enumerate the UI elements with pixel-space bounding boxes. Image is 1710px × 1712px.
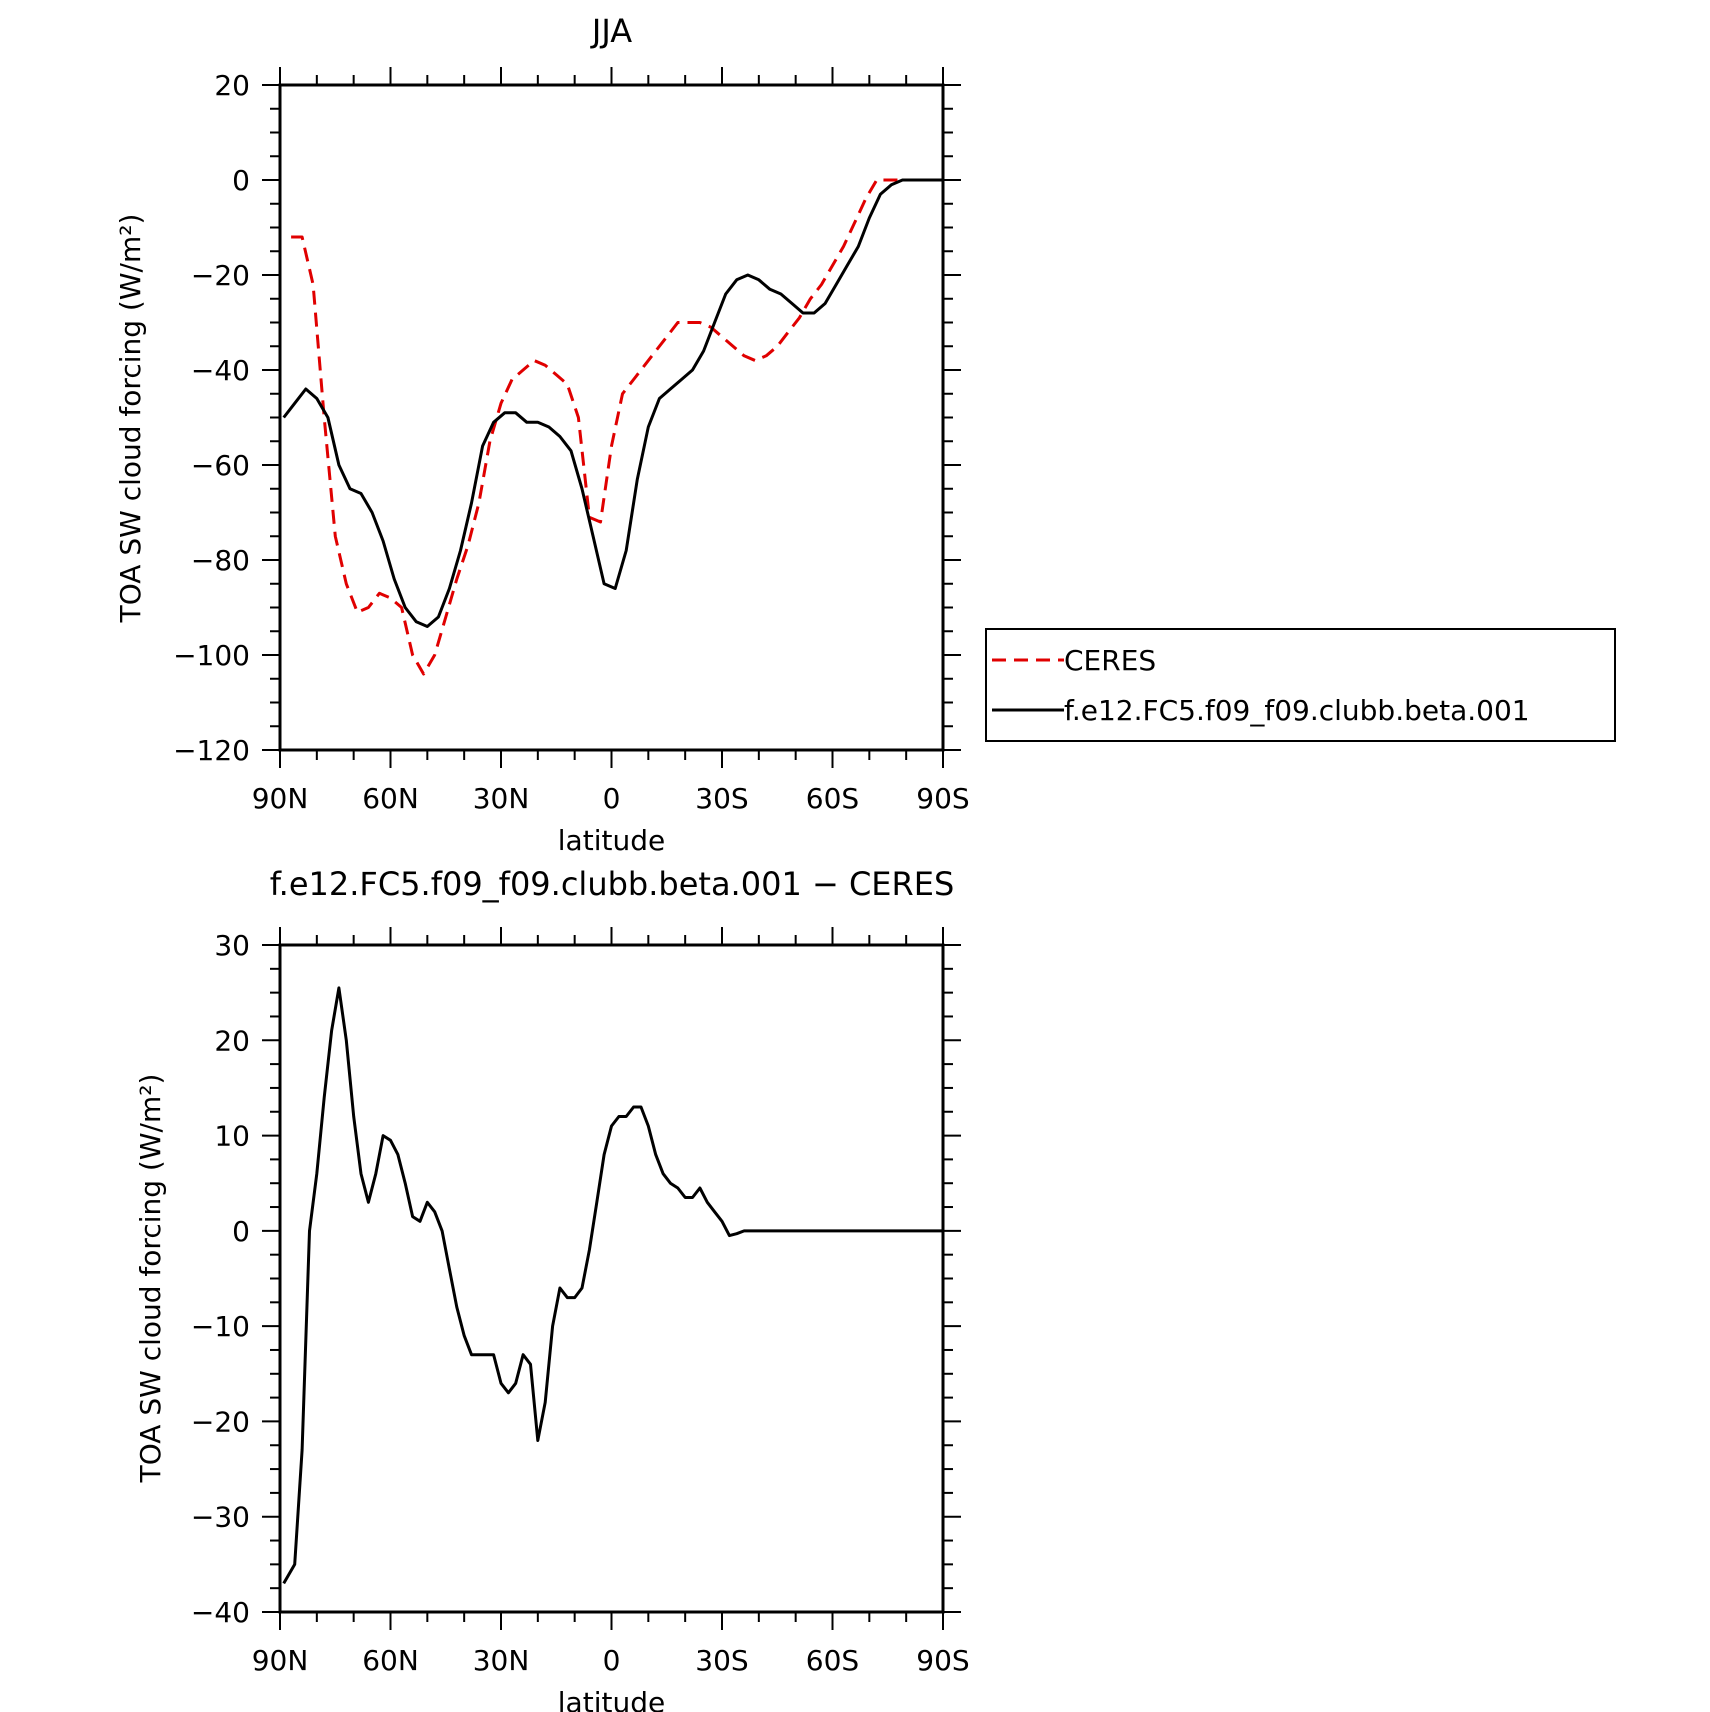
x-tick-label: 60N [362, 1644, 419, 1677]
legend-box [985, 628, 1616, 742]
y-tick-label: −40 [191, 354, 250, 387]
y-tick-label: −20 [191, 1405, 250, 1438]
y-tick-label: −10 [191, 1310, 250, 1343]
y-tick-label: −60 [191, 449, 250, 482]
x-tick-label: 60S [806, 1644, 859, 1677]
y-axis-title: TOA SW cloud forcing (W/m²) [114, 214, 147, 624]
x-tick-label: 60N [362, 782, 419, 815]
y-tick-label: 10 [214, 1120, 250, 1153]
y-tick-label: 0 [232, 1215, 250, 1248]
legend-label: f.e12.FC5.f09_f09.clubb.beta.001 [1064, 694, 1530, 727]
series-line-ceres [291, 178, 943, 676]
x-axis-title: latitude [558, 1686, 665, 1712]
x-tick-label: 0 [603, 782, 621, 815]
chart-title: JJA [590, 12, 632, 50]
y-tick-label: 0 [232, 164, 250, 197]
plot-frame [278, 83, 945, 752]
x-tick-label: 0 [603, 1644, 621, 1677]
x-tick-label: 30N [473, 1644, 530, 1677]
series-line-f-e12-fc5-f09-f09-clubb-beta-001 [282, 178, 943, 628]
panel-difference: f.e12.FC5.f09_f09.clubb.beta.001 − CERES… [134, 865, 970, 1712]
x-tick-label: 60S [806, 782, 859, 815]
y-tick-label: 30 [214, 929, 250, 962]
chart-title: f.e12.FC5.f09_f09.clubb.beta.001 − CERES [270, 865, 955, 903]
y-tick-label: 20 [214, 1024, 250, 1057]
x-tick-label: 90N [252, 1644, 309, 1677]
x-tick-label: 90N [252, 782, 309, 815]
x-tick-label: 90S [916, 782, 969, 815]
y-tick-label: −30 [191, 1501, 250, 1534]
plot-frame [278, 943, 945, 1614]
x-tick-label: 30S [695, 782, 748, 815]
legend-label: CERES [1064, 644, 1156, 677]
y-tick-label: −120 [173, 734, 250, 767]
y-tick-label: −80 [191, 544, 250, 577]
x-tick-label: 30S [695, 1644, 748, 1677]
y-tick-label: −40 [191, 1596, 250, 1629]
series-line-1-0 [282, 986, 943, 1585]
y-axis-title: TOA SW cloud forcing (W/m²) [134, 1074, 167, 1484]
x-tick-label: 30N [473, 782, 530, 815]
y-tick-label: 20 [214, 69, 250, 102]
x-tick-label: 90S [916, 1644, 969, 1677]
legend: CERES f.e12.FC5.f09_f09.clubb.beta.001 [985, 628, 1616, 742]
y-tick-label: −100 [173, 639, 250, 672]
x-axis-title: latitude [558, 824, 665, 857]
y-tick-label: −20 [191, 259, 250, 292]
